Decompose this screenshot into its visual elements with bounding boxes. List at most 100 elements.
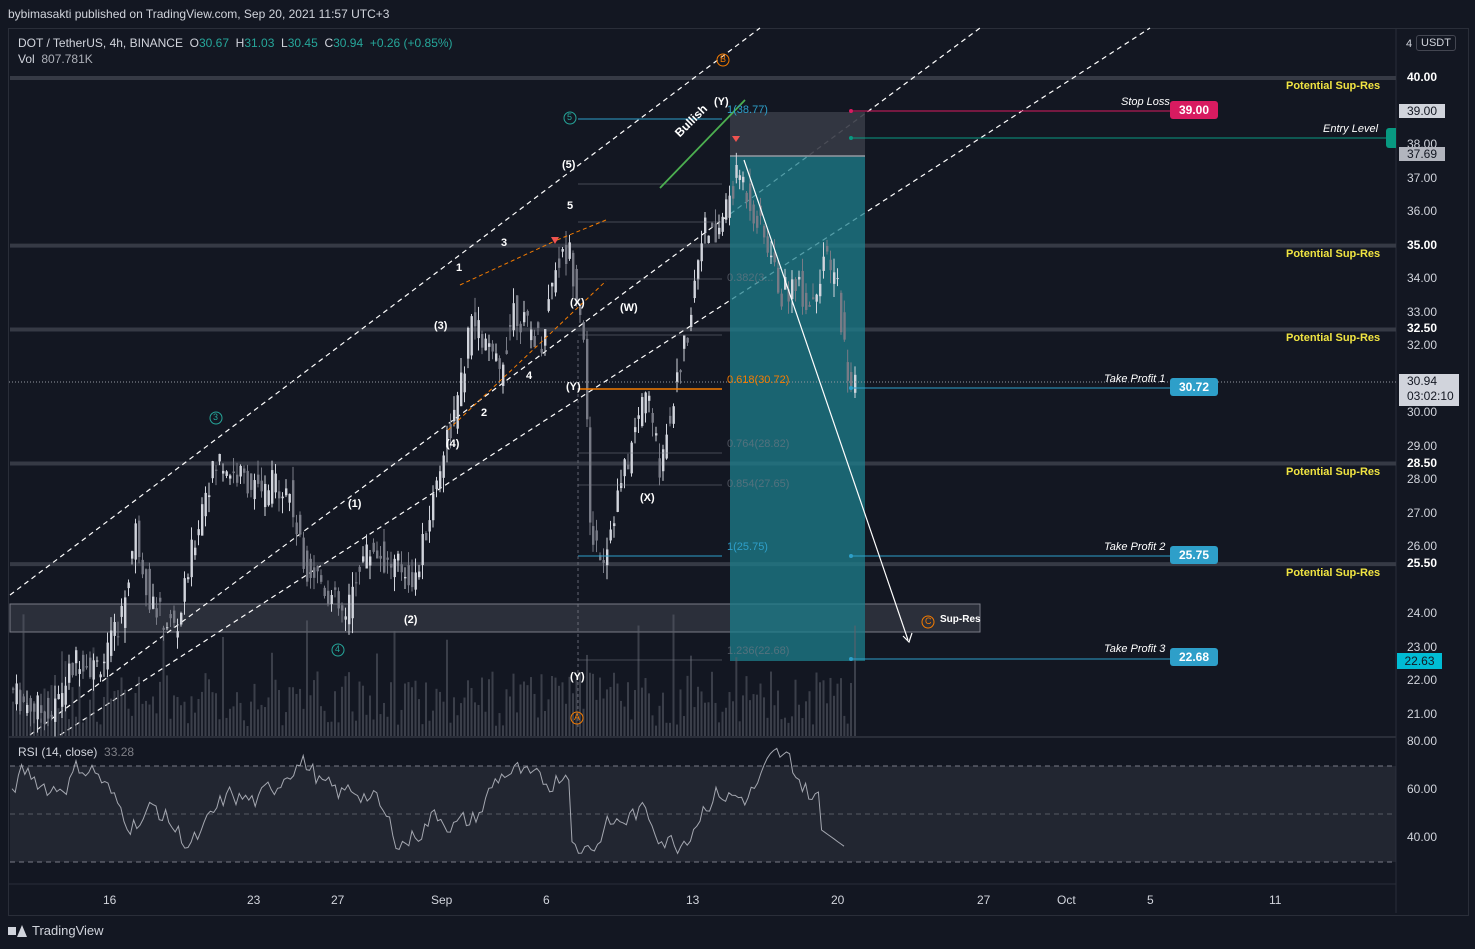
stop-loss-value[interactable]: 39.00: [1170, 101, 1218, 119]
candle-body: [732, 186, 735, 199]
candle-body: [579, 305, 582, 315]
volume-bar: [127, 708, 130, 736]
volume-bar: [57, 708, 60, 736]
wave-circle-5: [563, 111, 577, 125]
volume-bar: [805, 701, 807, 736]
wave-p3: (3): [434, 320, 448, 332]
candle-body: [239, 465, 242, 477]
tp1-value[interactable]: 30.72: [1170, 378, 1218, 396]
volume-bar: [344, 676, 347, 736]
candle-body: [348, 594, 351, 625]
wave-Y3: (Y): [570, 671, 585, 683]
volume-bar: [742, 695, 744, 736]
symbol-title[interactable]: DOT / TetherUS, 4h, BINANCE: [18, 36, 183, 50]
volume-bar: [704, 702, 706, 736]
volume-bar: [773, 705, 776, 736]
volume-bar: [85, 716, 88, 736]
candle-body: [568, 242, 571, 259]
price-tick: 37.69: [1399, 147, 1446, 162]
currency-button[interactable]: USDT: [1416, 35, 1456, 51]
entry-value-marker[interactable]: [1386, 128, 1396, 148]
tp2-value[interactable]: 25.75: [1170, 546, 1218, 564]
candle-body: [351, 586, 354, 619]
candle-body: [393, 558, 396, 578]
candle-body: [176, 631, 179, 638]
candle-body: [89, 657, 92, 678]
candle-body: [442, 455, 445, 478]
channel-lines: [9, 27, 1151, 736]
tp2-label: Take Profit 2: [1104, 541, 1166, 553]
volume-bar: [669, 722, 671, 736]
candle-body: [700, 243, 703, 262]
candle-body: [201, 504, 204, 536]
candle-body: [742, 176, 745, 183]
candle-body: [655, 433, 658, 436]
volume-bar: [481, 677, 483, 736]
volume-bar: [414, 680, 417, 736]
supres-label-35: Potential Sup-Res: [1286, 248, 1381, 260]
volume-bar: [267, 697, 270, 736]
volume-bar: [225, 717, 228, 736]
candle-body: [512, 303, 515, 331]
candle-body: [854, 374, 857, 393]
candle-body: [40, 705, 43, 713]
candle-body: [78, 669, 81, 674]
volume-bar: [113, 691, 116, 736]
candle-body: [623, 459, 626, 477]
stop-zone[interactable]: [730, 112, 865, 156]
candle-body: [50, 714, 53, 717]
candle-body: [166, 627, 169, 629]
rsi-line: [11, 747, 845, 855]
candle-body: [484, 338, 487, 351]
rsi-legend[interactable]: RSI (14, close) 33.28: [18, 745, 134, 759]
tp3-value[interactable]: 22.68: [1170, 648, 1218, 666]
candle-body: [292, 480, 295, 518]
chart-legend[interactable]: DOT / TetherUS, 4h, BINANCE O30.67 H31.0…: [18, 35, 453, 67]
volume-bar: [442, 701, 445, 736]
candle-body: [850, 372, 853, 387]
volume-bar: [620, 700, 622, 736]
candle-body: [152, 596, 155, 609]
volume-bar: [379, 714, 382, 736]
volume-bar: [474, 702, 476, 736]
volume-bar: [634, 690, 636, 736]
candle-body: [530, 329, 533, 341]
price-tick: 25.50: [1407, 556, 1438, 571]
candle-body: [836, 278, 839, 280]
candle-body: [613, 523, 616, 527]
volume-bar: [190, 696, 193, 736]
candle-body: [159, 597, 162, 602]
volume-bar: [372, 719, 375, 736]
price-tick: 34.00: [1407, 271, 1438, 286]
volume-bar: [320, 706, 322, 736]
volume-bar: [15, 710, 18, 736]
candle-body: [306, 550, 309, 582]
candle-body: [470, 316, 473, 356]
candle-body: [690, 314, 693, 328]
candle-body: [243, 468, 246, 473]
candle-body: [274, 473, 277, 493]
candle-body: [271, 470, 274, 504]
candle-body: [808, 305, 811, 307]
price-tick: 26.00: [1407, 539, 1438, 554]
volume-bar: [829, 677, 832, 736]
projection-arrow[interactable]: [743, 159, 909, 641]
candle-body: [404, 576, 407, 579]
bullish-trendline[interactable]: [659, 99, 746, 189]
candle-body: [103, 661, 106, 664]
wave-circle-B-label: B: [720, 54, 727, 64]
publisher-text: bybimasakti published on TradingView.com…: [8, 7, 390, 21]
volume-bar: [616, 683, 619, 736]
volume-bar: [509, 696, 511, 736]
volume-bar: [655, 725, 657, 736]
target-zone[interactable]: [730, 156, 865, 661]
volume-bar: [201, 691, 203, 736]
candle-body: [145, 569, 148, 596]
price-tick: 32.50: [1407, 321, 1438, 336]
footer-brand[interactable]: TradingView: [8, 923, 104, 938]
low-value: 30.45: [287, 36, 318, 50]
volume-bar: [787, 722, 790, 736]
fib-label-1236: 1.236(22.68): [727, 645, 790, 657]
volume-bar: [725, 707, 727, 736]
